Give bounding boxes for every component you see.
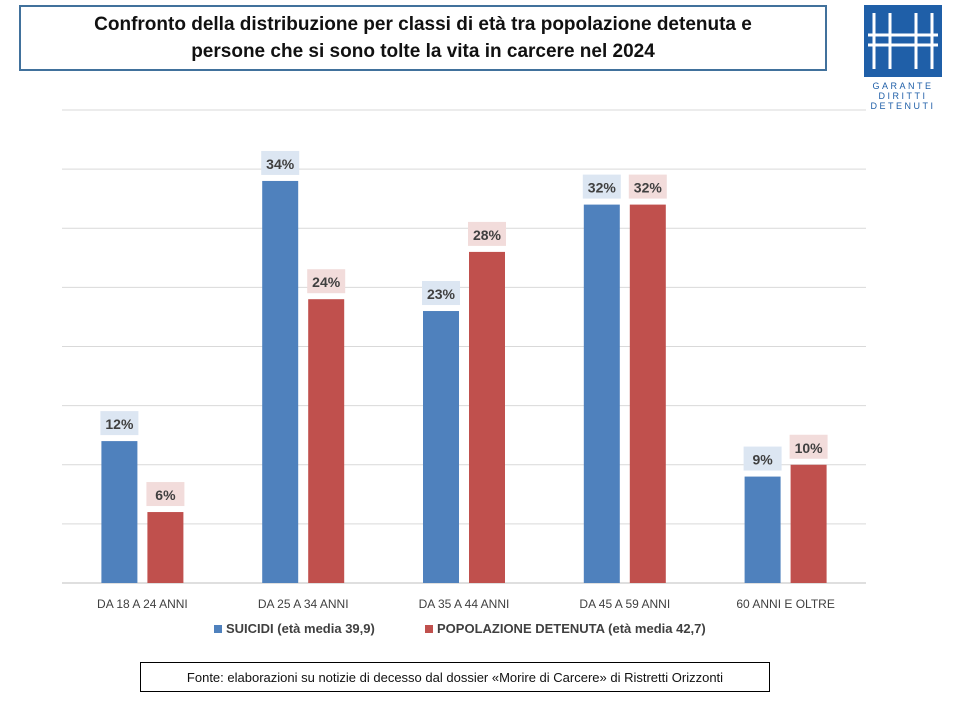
data-label: 9% xyxy=(752,452,773,468)
legend-swatch xyxy=(425,625,433,633)
chart-title: Confronto della distribuzione per classi… xyxy=(94,14,752,62)
data-label-bg xyxy=(307,269,346,294)
data-label-bg xyxy=(422,281,460,306)
bar xyxy=(308,299,345,583)
data-label: 28% xyxy=(473,227,502,243)
data-label: 23% xyxy=(427,286,456,302)
bar xyxy=(101,441,138,583)
logo-mark-icon xyxy=(864,5,942,77)
source-note: Fonte: elaborazioni su notizie di decess… xyxy=(140,662,770,692)
bar-chart: 12% 6% DA 18 A 24 ANNI 34% 24% DA 25 A 34 ANN… xyxy=(62,109,866,636)
data-label: 6% xyxy=(155,487,176,503)
data-label-bg xyxy=(628,174,667,199)
garante-logo: GARANTE DIRITTI DETENUTI xyxy=(864,5,942,111)
bar xyxy=(262,180,299,583)
category-label: DA 25 A 34 ANNI xyxy=(258,597,349,611)
category-label: DA 35 A 44 ANNI xyxy=(419,597,510,611)
data-label-bg xyxy=(743,446,782,471)
bar xyxy=(423,311,459,583)
data-label: 10% xyxy=(795,440,824,456)
legend-label: SUICIDI (età media 39,9) xyxy=(226,621,375,636)
category-label: DA 45 A 59 ANNI xyxy=(579,597,670,611)
bar xyxy=(744,476,781,583)
bar xyxy=(790,464,827,583)
logo-text: GARANTE DIRITTI DETENUTI xyxy=(870,81,936,111)
legend-swatch xyxy=(214,625,222,633)
data-label: 32% xyxy=(588,180,617,196)
data-label-bg xyxy=(468,221,506,246)
category-label: DA 18 A 24 ANNI xyxy=(97,597,188,611)
data-label: 34% xyxy=(266,156,295,172)
bar xyxy=(469,251,505,583)
data-label-bg xyxy=(789,434,828,459)
data-label: 24% xyxy=(312,274,341,290)
data-label: 12% xyxy=(105,416,134,432)
bar xyxy=(629,204,666,583)
bar xyxy=(583,204,620,583)
data-label-bg xyxy=(146,482,185,507)
title-box: Confronto della distribuzione per classi… xyxy=(19,5,827,71)
bar xyxy=(147,512,184,583)
legend-label: POPOLAZIONE DETENUTA (età media 42,7) xyxy=(437,621,706,636)
data-label-bg xyxy=(100,411,139,436)
data-label-bg xyxy=(582,174,621,199)
data-label: 32% xyxy=(634,180,663,196)
category-label: 60 ANNI E OLTRE xyxy=(736,597,834,611)
data-label-bg xyxy=(261,150,300,175)
